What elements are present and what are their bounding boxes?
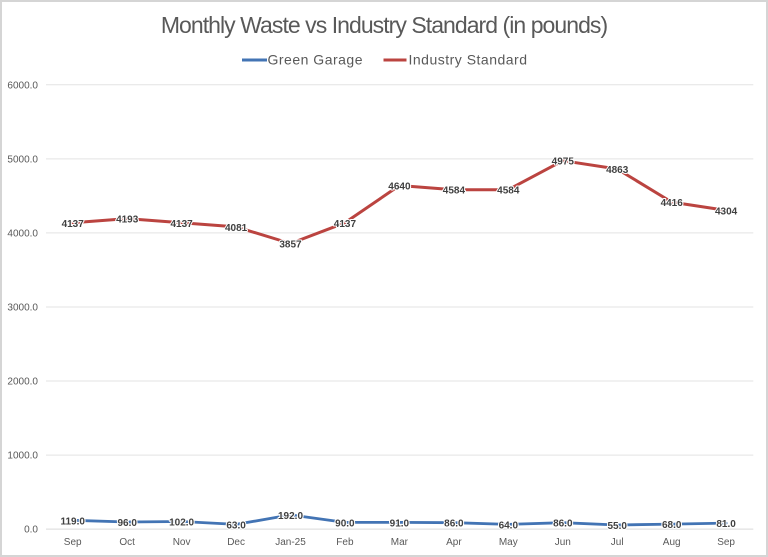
svg-text:2000.0: 2000.0	[7, 377, 38, 388]
svg-text:Apr: Apr	[446, 537, 462, 548]
svg-text:6000.0: 6000.0	[7, 80, 38, 91]
svg-text:Green Garage: Green Garage	[268, 52, 364, 68]
svg-text:4137: 4137	[334, 219, 357, 230]
svg-text:4416: 4416	[661, 198, 684, 209]
svg-text:4584: 4584	[497, 186, 520, 197]
svg-text:192.0: 192.0	[278, 511, 303, 522]
svg-text:86.0: 86.0	[444, 519, 464, 530]
svg-text:4584: 4584	[443, 186, 466, 197]
svg-text:May: May	[499, 537, 518, 548]
svg-text:1000.0: 1000.0	[7, 451, 38, 462]
svg-text:68.0: 68.0	[662, 520, 682, 531]
svg-text:Dec: Dec	[227, 537, 245, 548]
svg-text:0.0: 0.0	[24, 525, 38, 536]
svg-text:86.0: 86.0	[553, 519, 573, 530]
svg-text:Nov: Nov	[173, 537, 191, 548]
svg-text:4000.0: 4000.0	[7, 228, 38, 239]
svg-text:119.0: 119.0	[60, 516, 85, 527]
svg-text:4137: 4137	[62, 219, 85, 230]
svg-text:4975: 4975	[552, 157, 575, 168]
svg-text:55.0: 55.0	[607, 521, 627, 532]
svg-text:81.0: 81.0	[716, 519, 736, 530]
svg-text:Jul: Jul	[611, 537, 624, 548]
svg-text:64.0: 64.0	[499, 520, 519, 531]
svg-text:3000.0: 3000.0	[7, 303, 38, 314]
svg-text:102.0: 102.0	[169, 518, 194, 529]
svg-text:4863: 4863	[606, 165, 629, 176]
svg-text:Mar: Mar	[391, 537, 409, 548]
svg-text:4304: 4304	[715, 206, 738, 217]
svg-text:4081: 4081	[225, 223, 248, 234]
svg-text:Jun: Jun	[555, 537, 571, 548]
svg-text:Oct: Oct	[119, 537, 135, 548]
svg-text:90.0: 90.0	[335, 518, 355, 529]
svg-text:Sep: Sep	[64, 537, 82, 548]
svg-text:Jan-25: Jan-25	[275, 537, 306, 548]
svg-text:Sep: Sep	[717, 537, 735, 548]
svg-text:4193: 4193	[116, 215, 139, 226]
svg-text:96.0: 96.0	[117, 518, 137, 529]
svg-text:Feb: Feb	[336, 537, 354, 548]
svg-text:4137: 4137	[170, 219, 193, 230]
svg-text:Monthly Waste vs Industry Stan: Monthly Waste vs Industry Standard (in p…	[161, 12, 608, 38]
svg-text:Industry Standard: Industry Standard	[409, 52, 528, 68]
svg-text:5000.0: 5000.0	[7, 154, 38, 165]
svg-text:4640: 4640	[388, 182, 411, 193]
svg-text:63.0: 63.0	[226, 520, 246, 531]
svg-text:Aug: Aug	[663, 537, 681, 548]
svg-text:91.0: 91.0	[390, 518, 410, 529]
svg-text:3857: 3857	[279, 240, 302, 251]
